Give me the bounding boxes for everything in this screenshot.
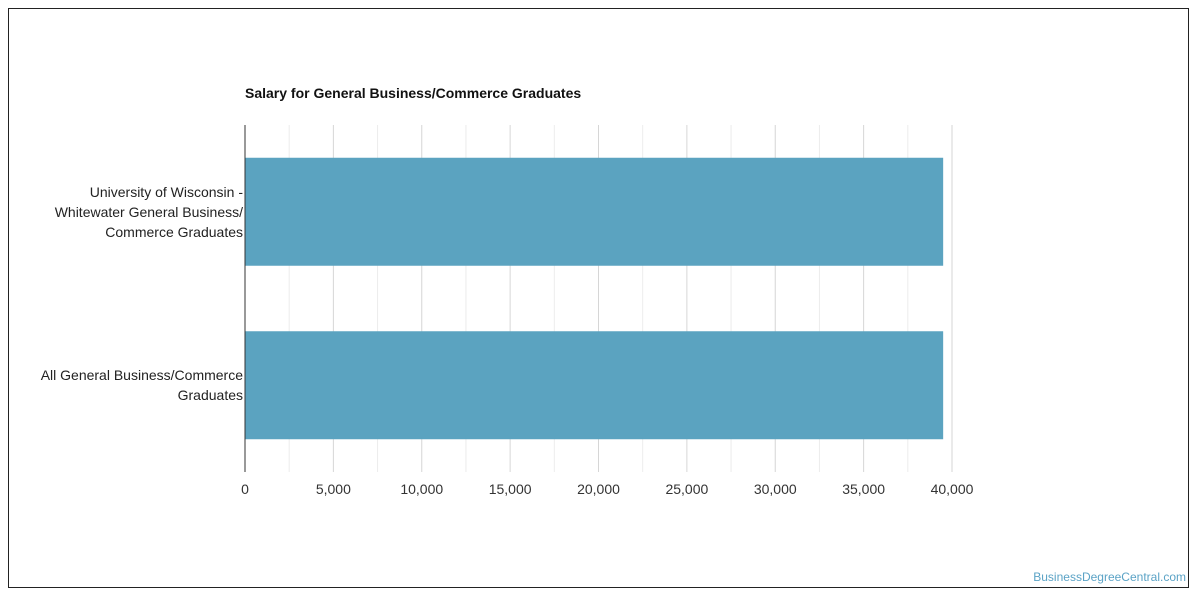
x-tick-label: 20,000 <box>577 481 620 497</box>
category-label-line: Commerce Graduates <box>105 223 243 240</box>
x-tick-label: 35,000 <box>842 481 885 497</box>
category-label-line: Graduates <box>177 387 243 404</box>
category-label: University of Wisconsin - Whitewater Gene… <box>13 182 243 242</box>
bar <box>245 157 944 266</box>
x-tick-label: 25,000 <box>665 481 708 497</box>
bar <box>245 331 944 440</box>
x-tick-label: 15,000 <box>489 481 532 497</box>
x-tick-label: 30,000 <box>754 481 797 497</box>
chart-frame <box>8 8 1189 588</box>
x-tick-label: 40,000 <box>931 481 974 497</box>
watermark: BusinessDegreeCentral.com <box>1033 570 1186 584</box>
x-tick-label: 5,000 <box>316 481 351 497</box>
category-label-line: All General Business/Commerce <box>40 367 243 384</box>
chart-title: Salary for General Business/Commerce Gra… <box>245 85 582 101</box>
category-label-line: Whitewater General Business/ <box>54 203 243 220</box>
x-tick-label: 10,000 <box>400 481 443 497</box>
x-tick-label: 0 <box>241 481 249 497</box>
category-label-line: University of Wisconsin - <box>89 183 243 200</box>
category-label: All General Business/Commerce Graduates <box>13 365 243 405</box>
